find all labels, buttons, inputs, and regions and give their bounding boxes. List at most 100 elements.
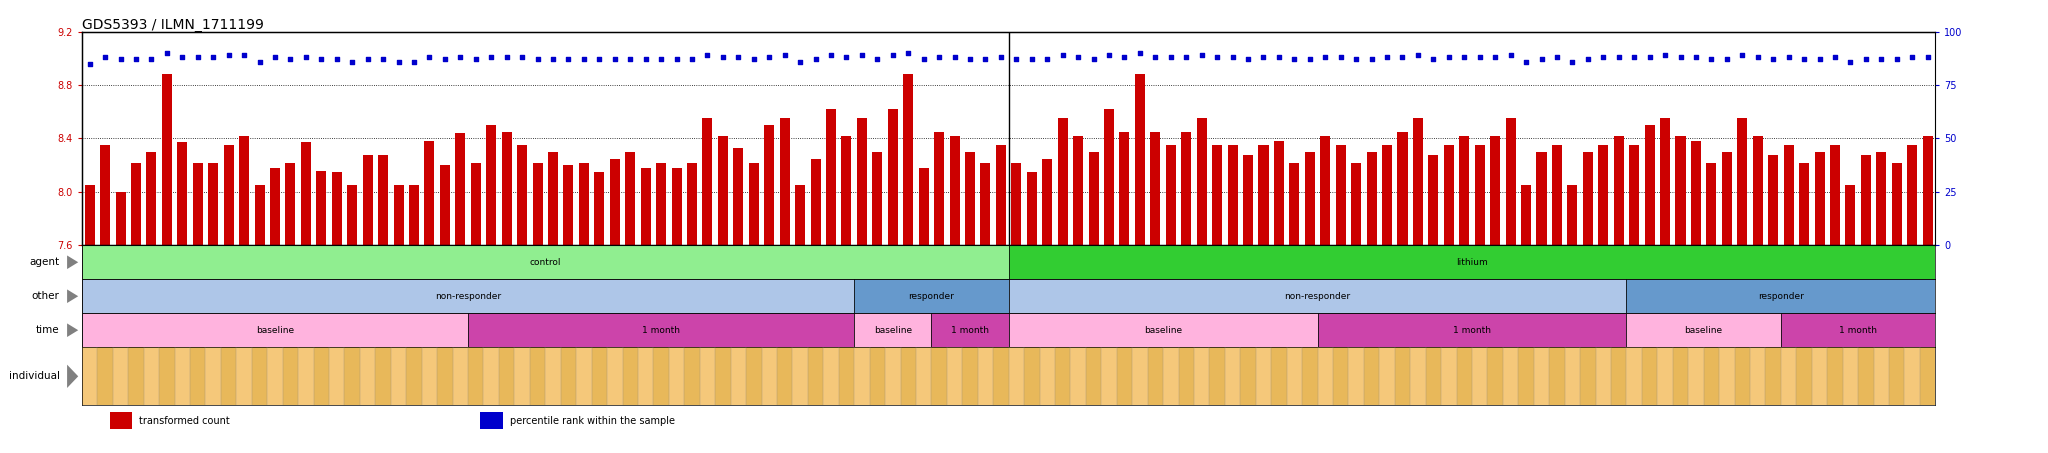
Bar: [610, 159, 621, 245]
Bar: [776, 347, 793, 405]
Point: [150, 49, 182, 57]
Point: [1665, 54, 1698, 61]
Bar: [750, 163, 760, 245]
Point: [553, 56, 586, 63]
Bar: [1090, 152, 1098, 245]
Bar: [1008, 313, 1317, 347]
Polygon shape: [68, 289, 78, 303]
Text: baseline: baseline: [256, 326, 295, 335]
Bar: [424, 141, 434, 245]
Bar: [915, 347, 932, 405]
Point: [584, 56, 616, 63]
Point: [846, 52, 879, 59]
Bar: [1460, 136, 1468, 245]
Point: [119, 56, 152, 63]
Bar: [1858, 347, 1874, 405]
Point: [1231, 56, 1264, 63]
Bar: [1411, 347, 1425, 405]
Point: [397, 58, 430, 65]
Bar: [270, 168, 281, 245]
Bar: [375, 347, 391, 405]
Text: transformed count: transformed count: [139, 416, 229, 426]
Point: [367, 56, 399, 63]
Point: [1835, 58, 1868, 65]
Point: [289, 54, 322, 61]
Bar: [1427, 154, 1438, 245]
Bar: [1444, 145, 1454, 245]
Bar: [655, 163, 666, 245]
Bar: [670, 347, 684, 405]
Point: [1139, 54, 1171, 61]
Point: [1618, 54, 1651, 61]
Bar: [993, 347, 1008, 405]
Point: [305, 56, 338, 63]
Bar: [1628, 145, 1638, 245]
Bar: [1737, 119, 1747, 245]
Bar: [842, 136, 852, 245]
Bar: [530, 347, 545, 405]
Bar: [1718, 347, 1735, 405]
Point: [182, 54, 215, 61]
Bar: [1626, 279, 1935, 313]
Point: [1386, 54, 1419, 61]
Bar: [1581, 347, 1595, 405]
Bar: [455, 133, 465, 245]
Bar: [1042, 159, 1053, 245]
Point: [829, 54, 862, 61]
Bar: [1522, 185, 1532, 245]
Point: [768, 52, 801, 59]
Bar: [1104, 109, 1114, 245]
Text: individual: individual: [8, 371, 59, 381]
Bar: [502, 132, 512, 245]
Bar: [1040, 347, 1055, 405]
Text: control: control: [530, 258, 561, 267]
Bar: [903, 74, 913, 245]
Bar: [1692, 141, 1702, 245]
Bar: [1673, 347, 1688, 405]
Bar: [1612, 347, 1626, 405]
Bar: [1597, 145, 1608, 245]
Point: [258, 54, 291, 61]
Bar: [1335, 145, 1346, 245]
Point: [1108, 54, 1141, 61]
Bar: [1888, 347, 1905, 405]
Bar: [1317, 313, 1626, 347]
Point: [629, 56, 662, 63]
Bar: [1165, 145, 1176, 245]
Point: [1849, 56, 1882, 63]
Bar: [1536, 152, 1546, 245]
Bar: [422, 347, 436, 405]
Bar: [1151, 132, 1161, 245]
Point: [1047, 52, 1079, 59]
Bar: [330, 347, 344, 405]
Point: [1911, 54, 1944, 61]
Bar: [1876, 152, 1886, 245]
Bar: [162, 74, 172, 245]
Point: [475, 54, 508, 61]
Point: [1016, 56, 1049, 63]
Point: [74, 60, 106, 67]
Point: [1632, 54, 1665, 61]
Bar: [1704, 347, 1718, 405]
Point: [383, 58, 416, 65]
Bar: [793, 347, 807, 405]
Bar: [1735, 347, 1749, 405]
Bar: [514, 347, 530, 405]
Point: [1772, 54, 1804, 61]
Bar: [1147, 347, 1163, 405]
Bar: [111, 412, 131, 429]
Bar: [1425, 347, 1442, 405]
Point: [754, 54, 786, 61]
Bar: [1366, 152, 1376, 245]
Point: [707, 54, 739, 61]
Point: [1571, 56, 1604, 63]
Bar: [1812, 347, 1827, 405]
Point: [1896, 54, 1929, 61]
Bar: [483, 347, 500, 405]
Bar: [481, 412, 502, 429]
Bar: [1008, 347, 1024, 405]
Point: [104, 56, 137, 63]
Bar: [82, 347, 98, 405]
Point: [213, 52, 246, 59]
Bar: [977, 347, 993, 405]
